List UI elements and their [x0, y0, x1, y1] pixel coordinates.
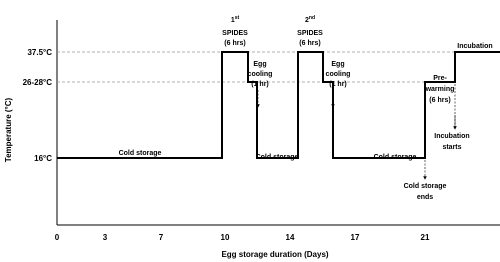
x-label: 7: [159, 233, 164, 242]
pre-warming-label: Pre-: [433, 75, 447, 82]
egg-cooling-label: (1 hr): [329, 81, 347, 88]
pre-warming-label: (6 hrs): [429, 97, 450, 104]
y-title: Temperature (°C): [4, 97, 13, 162]
incubation-label: Incubation: [457, 43, 492, 50]
x-label: 14: [286, 233, 295, 242]
cold-storage-ends-label: ends: [417, 194, 433, 201]
egg-cooling-label: Egg: [331, 61, 344, 68]
x-label: 21: [421, 233, 430, 242]
x-label: 17: [351, 233, 360, 242]
temperature-profile: [57, 51, 500, 159]
spides-label: SPIDES: [222, 30, 248, 37]
egg-cooling-label: cooling: [248, 71, 273, 78]
y-label: 37.5°C: [27, 48, 52, 57]
x-label: 3: [103, 233, 108, 242]
cold-storage-label: Cold storage: [119, 150, 162, 157]
cold-storage-label: Cold storage: [256, 154, 299, 161]
x-label: 0: [55, 233, 60, 242]
y-label: 16°C: [34, 154, 52, 163]
cold-storage-ends-label: Cold storage: [404, 183, 447, 190]
egg-cooling-label: Egg: [253, 61, 266, 68]
spides-label: (6 hrs): [224, 40, 245, 47]
spides-label: SPIDES: [297, 30, 323, 37]
cold-storage-label: Cold storage: [374, 154, 417, 161]
x-title: Egg storage duration (Days): [221, 250, 328, 259]
spides-label: 1st: [231, 15, 240, 24]
ordinal-suffix: st: [235, 15, 240, 21]
ordinal: 1: [231, 17, 235, 24]
incubation-starts-label: Incubation: [434, 133, 469, 140]
ordinal-suffix: nd: [309, 15, 315, 21]
egg-cooling-label: (1 hr): [251, 81, 269, 88]
x-label: 10: [221, 233, 230, 242]
pre-warming-label: warming: [425, 86, 455, 93]
spides-label: 2nd: [305, 15, 315, 24]
ordinal: 2: [305, 17, 309, 24]
egg-cooling-label: cooling: [326, 71, 351, 78]
spides-label: (6 hrs): [299, 40, 320, 47]
y-label: 26-28°C: [23, 78, 53, 87]
incubation-starts-label: starts: [442, 144, 461, 151]
